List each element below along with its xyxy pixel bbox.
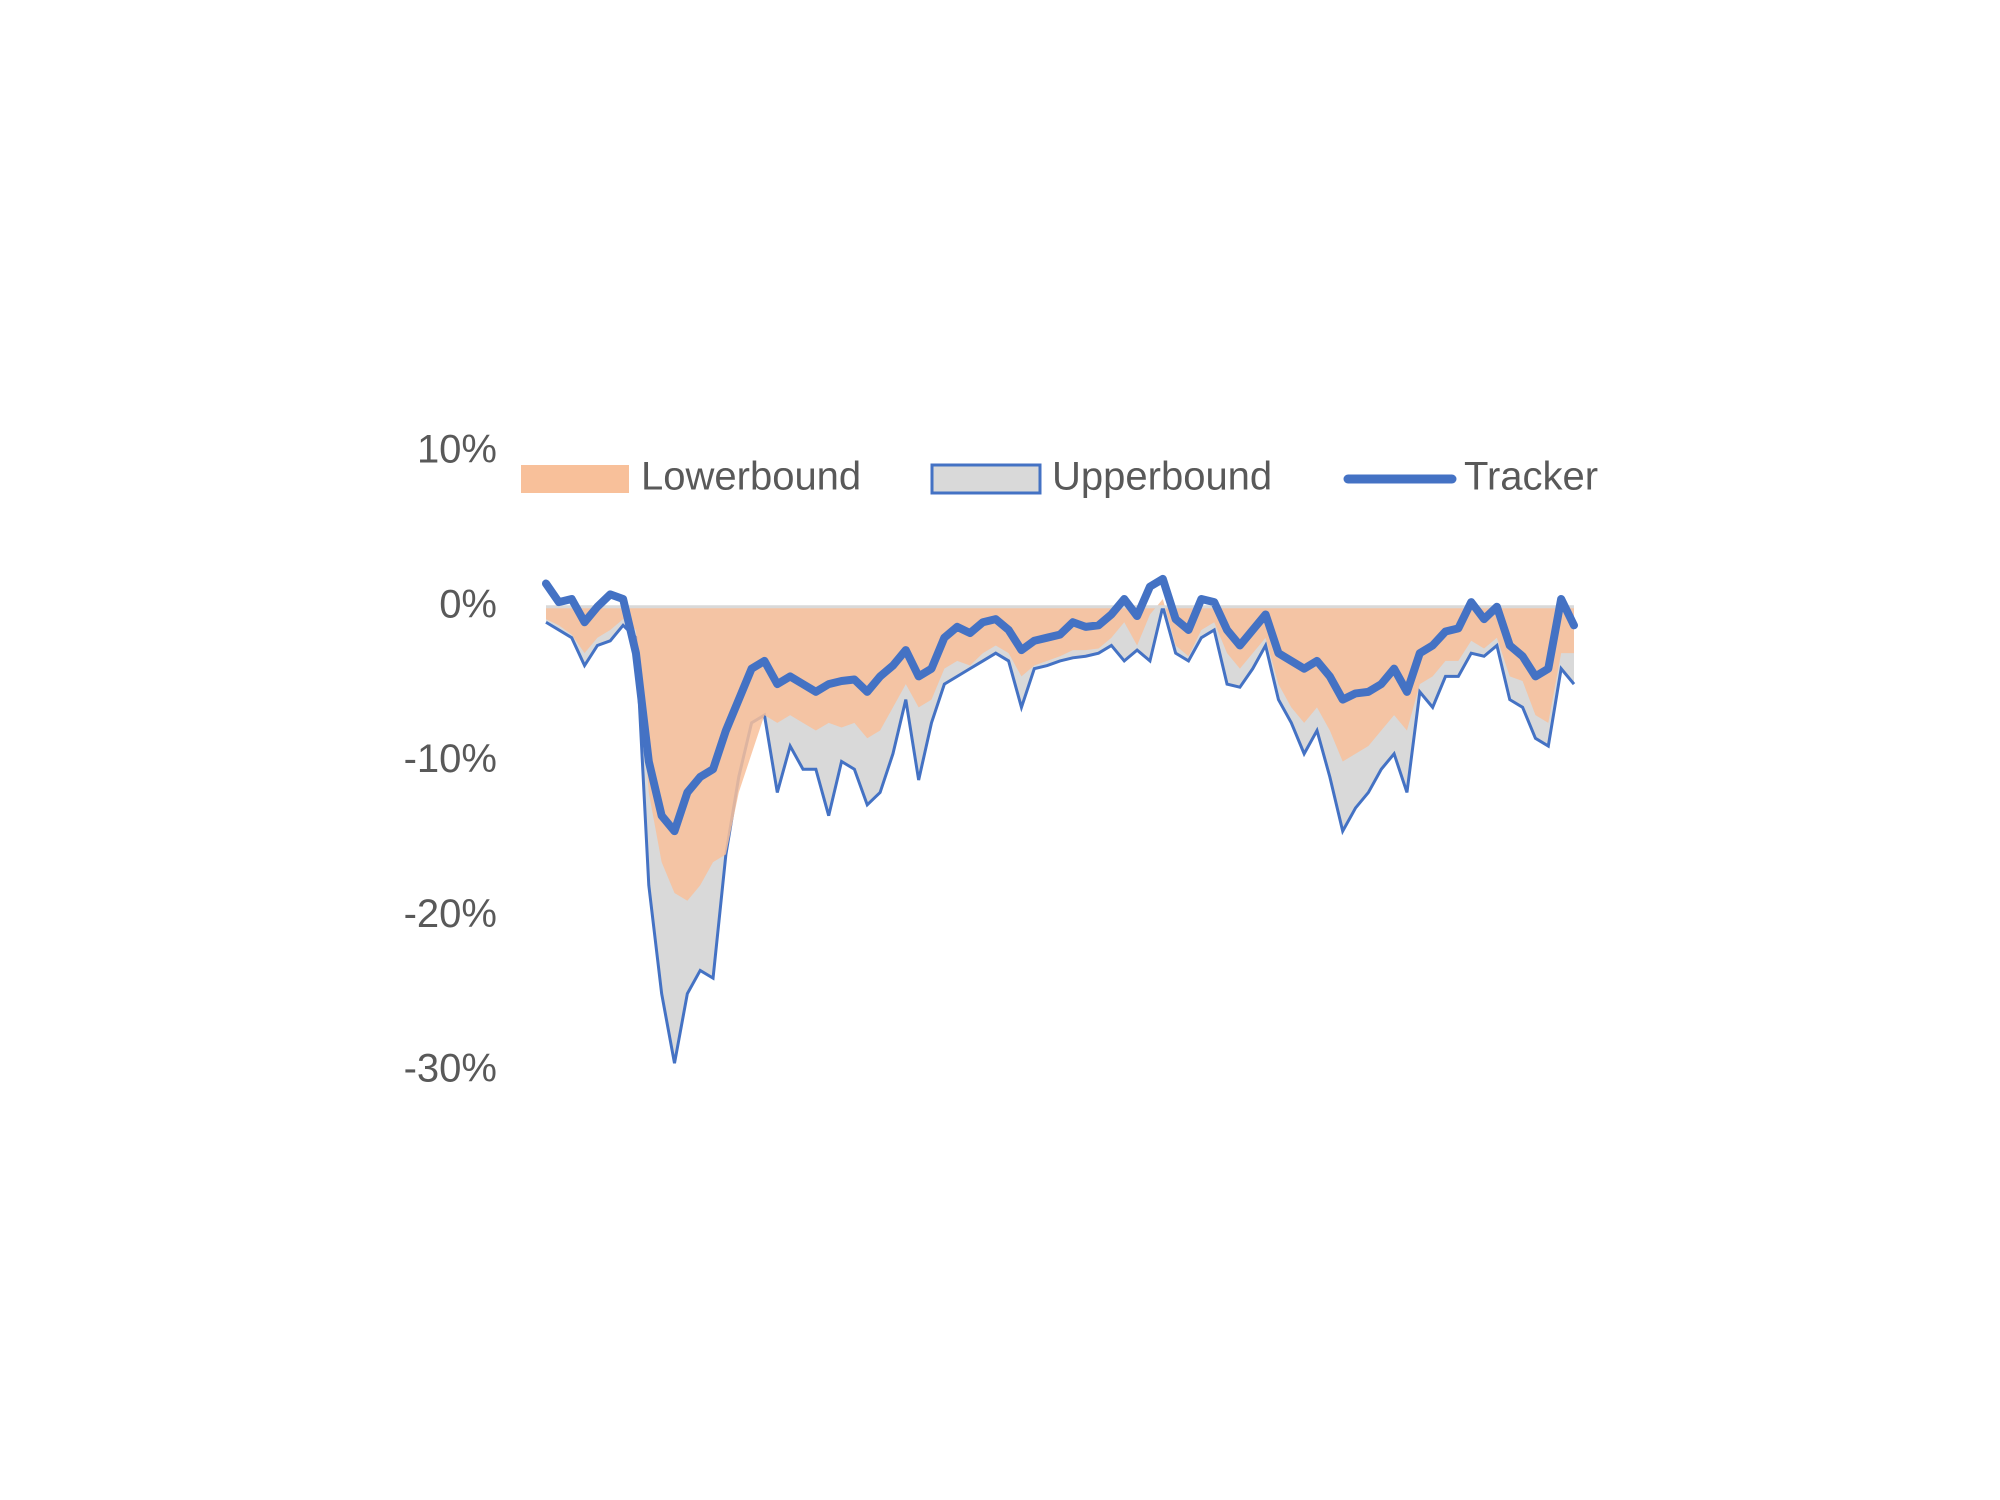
y-tick-label: 0% [439,582,497,626]
legend-label: Tracker [1464,455,1598,499]
area [546,599,1574,901]
y-tick-label: -10% [404,737,497,781]
line [542,574,1578,836]
y-tick-label: -20% [404,892,497,936]
legend-label: Lowerbound [641,455,861,499]
y-tick-label: -30% [404,1047,497,1091]
plot-area: 10% 0% -10% -20% -30% [404,428,1578,1091]
legend: Lowerbound Upperbound Tracker [521,455,1598,499]
legend-swatch [930,463,1042,495]
area-outline [545,606,1576,1064]
legend-swatch [521,465,629,493]
legend-label: Upperbound [1052,455,1272,499]
y-tick-label: 10% [417,428,497,472]
